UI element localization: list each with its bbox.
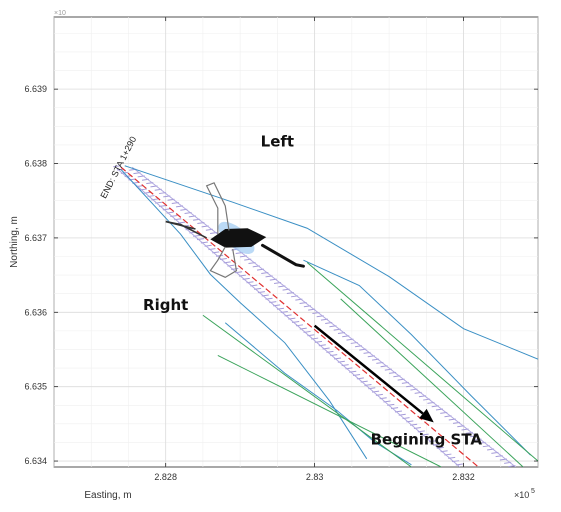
- x-exponent-label: ×10: [514, 490, 529, 500]
- series-centerline: [120, 166, 479, 467]
- series-bank-left-inner: [303, 259, 531, 456]
- y-tick-label: 6.635: [24, 382, 47, 392]
- marker-layer: [165, 182, 434, 423]
- series-channel-edge-left: [131, 166, 516, 467]
- y-tick-label: 6.639: [24, 84, 47, 94]
- series-channel-edge-right: [116, 168, 461, 467]
- direction-arrow-head: [419, 408, 434, 423]
- y-axis-label: Northing, m: [9, 216, 20, 268]
- series-layer: [113, 165, 538, 470]
- slope-hatch: [513, 469, 520, 470]
- y-tick-label: 6.638: [24, 159, 47, 169]
- x-axis-label: Easting, m: [84, 490, 131, 501]
- x-tick-label: 2.828: [154, 472, 177, 482]
- grid: [53, 17, 539, 467]
- survey-track: [209, 246, 238, 279]
- survey-track: [165, 220, 208, 239]
- annotation-begining-sta: Begining STA: [371, 431, 483, 449]
- annotation-left: Left: [261, 132, 294, 150]
- y-tick-label: 6.636: [24, 307, 47, 317]
- x-exponent-power: 5: [531, 488, 535, 495]
- annotation-right: Right: [143, 296, 188, 314]
- direction-arrow-shaft: [313, 324, 424, 415]
- series-bank-left: [124, 165, 538, 360]
- x-tick-label: 2.832: [452, 472, 475, 482]
- series-toe-4: [217, 354, 442, 467]
- slope-hatch: [113, 165, 121, 168]
- series-bank-right: [120, 169, 368, 460]
- series-toe-1: [306, 262, 538, 462]
- y-exponent-label: ×10: [54, 10, 66, 17]
- series-toe-3: [202, 314, 412, 467]
- axes-layer: 2.828 2.83 2.832 6.634 6.635 6.636 6.637 6.638 6…: [9, 10, 538, 501]
- plot-area: [53, 16, 539, 468]
- x-tick-label: 2.83: [306, 472, 324, 482]
- y-tick-label: 6.634: [24, 456, 47, 466]
- series-toe-2: [340, 298, 524, 467]
- survey-track: [205, 182, 230, 235]
- survey-structure: [210, 228, 267, 248]
- y-tick-label: 6.637: [24, 233, 47, 243]
- survey-tail: [260, 243, 305, 268]
